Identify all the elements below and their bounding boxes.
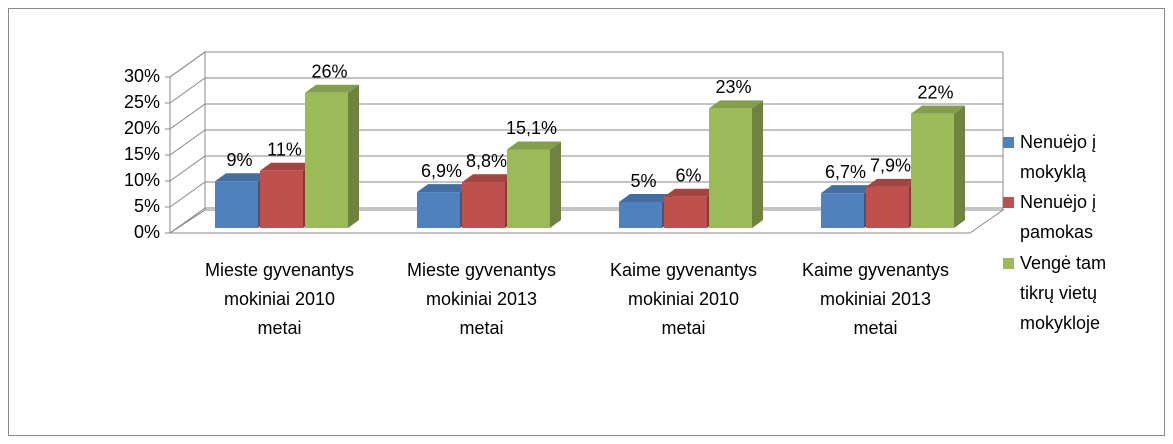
legend-label: Vengė tam tikrų vietų mokykloje: [1020, 253, 1107, 333]
data-label: 26%: [311, 62, 347, 82]
bar-top: [664, 188, 718, 197]
y-tick-label: 0%: [134, 222, 160, 242]
legend-item: Nenuėjo į mokyklą: [1003, 127, 1153, 187]
bar: [462, 182, 505, 228]
x-tick-label: Kaime gyvenantys mokiniai 2010 metai: [609, 260, 758, 338]
data-label: 9%: [226, 150, 252, 170]
bar: [305, 92, 348, 228]
bar-side: [752, 100, 763, 228]
y-tick-label: 10%: [124, 170, 160, 190]
y-tick-label: 25%: [124, 92, 160, 112]
bar-top: [821, 185, 875, 194]
data-label: 15,1%: [506, 118, 557, 138]
bar-top: [305, 84, 359, 93]
legend-swatch: [1003, 137, 1014, 148]
bar-top: [462, 174, 516, 183]
x-tick-label: Mieste gyvenantys mokiniai 2010 metai: [204, 260, 355, 338]
bar-top: [215, 173, 269, 182]
bar: [709, 108, 752, 228]
legend-label: Nenuėjo į pamokas: [1020, 192, 1097, 242]
legend-swatch: [1003, 258, 1014, 269]
bar-side: [954, 105, 965, 228]
bar: [664, 196, 707, 228]
y-tick-label: 5%: [134, 196, 160, 216]
data-label: 6,9%: [421, 161, 462, 181]
bar-top: [866, 178, 920, 187]
grid-line: [169, 77, 1003, 104]
bar-top: [911, 105, 965, 114]
legend-swatch: [1003, 197, 1014, 208]
bar: [215, 181, 258, 228]
data-label: 11%: [267, 140, 302, 160]
y-tick-label: 30%: [124, 66, 160, 86]
x-tick-label: Kaime gyvenantys mokiniai 2013 metai: [801, 260, 950, 338]
bar: [507, 149, 550, 228]
data-label: 7,9%: [870, 156, 911, 176]
bar-top: [709, 100, 763, 109]
x-tick-label: Mieste gyvenantys mokiniai 2013 metai: [406, 260, 557, 338]
data-label: 8,8%: [466, 151, 507, 171]
data-label: 22%: [917, 82, 953, 102]
bar-top: [619, 194, 673, 202]
bar-top: [507, 141, 561, 150]
bar-top: [260, 162, 314, 171]
y-tick-label: 15%: [124, 144, 160, 164]
data-label: 6,7%: [825, 162, 866, 182]
legend-item: Nenuėjo į pamokas: [1003, 187, 1153, 247]
bar: [866, 186, 909, 228]
bar: [911, 113, 954, 228]
bar-side: [348, 84, 359, 228]
grid-line: [169, 51, 1003, 78]
legend-item: Vengė tam tikrų vietų mokykloje: [1003, 248, 1153, 338]
bar-side: [550, 141, 561, 228]
data-label: 5%: [630, 171, 656, 191]
data-label: 23%: [715, 77, 751, 97]
data-label: 6%: [675, 166, 701, 186]
legend-label: Nenuėjo į mokyklą: [1020, 132, 1097, 182]
bar: [417, 192, 460, 228]
bar-top: [417, 184, 471, 193]
y-tick-label: 20%: [124, 118, 160, 138]
bar: [260, 170, 303, 228]
bar: [821, 193, 864, 228]
bar: [619, 202, 662, 228]
